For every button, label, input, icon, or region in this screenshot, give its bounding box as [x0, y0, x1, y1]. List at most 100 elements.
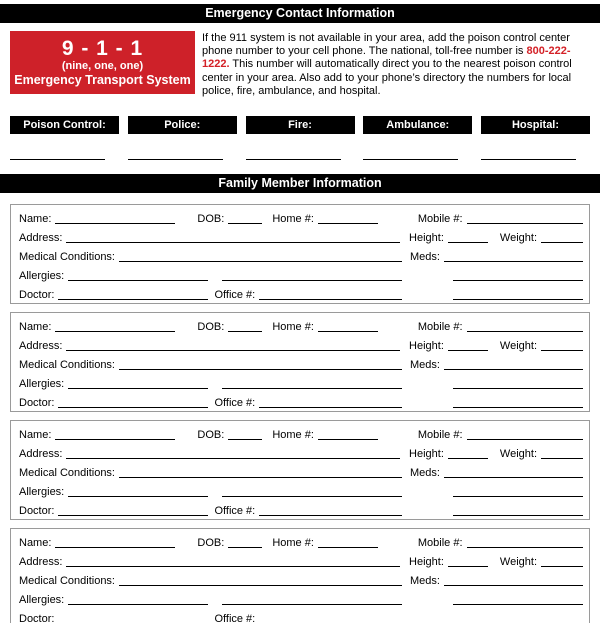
meds-field-line[interactable] [443, 477, 583, 479]
dob-field-line[interactable] [228, 547, 263, 549]
meds-extra-line-1[interactable] [453, 280, 583, 282]
allergies-field-line[interactable] [68, 496, 209, 498]
height-field-line[interactable] [447, 566, 488, 568]
fire-col [245, 159, 355, 161]
address-field-line[interactable] [66, 566, 401, 568]
meds-zone: Meds: [410, 466, 583, 480]
name-row: Name: DOB: Home #: Mobile #: [19, 531, 583, 550]
home-phone-label: Home #: [272, 429, 314, 442]
meds-extra-line-1[interactable] [453, 604, 583, 606]
medical-conditions-field-line[interactable] [119, 585, 402, 587]
allergies-extra-line[interactable] [222, 388, 402, 390]
doctor-label: Doctor: [19, 613, 55, 623]
meds-field-line[interactable] [443, 261, 583, 263]
doctor-left: Doctor: Office #: [19, 612, 410, 623]
doctor-field-line[interactable] [58, 407, 209, 409]
allergies-extra-line[interactable] [222, 280, 402, 282]
instructions-text-before: If the 911 system is not available in yo… [202, 32, 570, 58]
mobile-phone-field-line[interactable] [466, 547, 583, 549]
home-phone-label: Home #: [272, 537, 314, 550]
allergies-label: Allergies: [19, 378, 65, 391]
fire-field-line[interactable] [245, 159, 341, 161]
office-phone-field-line[interactable] [259, 407, 402, 409]
doctor-field-line[interactable] [58, 515, 209, 517]
dob-field-line[interactable] [228, 223, 263, 225]
intro-section: 9 - 1 - 1 (nine, one, one) Emergency Tra… [10, 31, 590, 98]
allergies-field-line[interactable] [68, 604, 209, 606]
home-phone-field-line[interactable] [317, 547, 378, 549]
dob-field-line[interactable] [228, 331, 263, 333]
ambulance-field-line[interactable] [363, 159, 459, 161]
emergency-contact-title-bar: Emergency Contact Information [0, 4, 600, 23]
allergies-label: Allergies: [19, 270, 65, 283]
meds-extra-zone-2 [410, 299, 583, 302]
name-field-line[interactable] [55, 439, 176, 441]
medical-conditions-label: Medical Conditions: [19, 467, 115, 480]
address-label: Address: [19, 556, 63, 569]
medical-conditions-field-line[interactable] [119, 261, 402, 263]
doctor-label: Doctor: [19, 397, 55, 410]
height-field-line[interactable] [447, 242, 488, 244]
meds-label: Meds: [410, 467, 440, 480]
poison-control-phone-number: 800-222-1222. [202, 45, 571, 71]
police-field-line[interactable] [127, 159, 223, 161]
name-field-line[interactable] [55, 547, 176, 549]
allergies-field-line[interactable] [68, 280, 209, 282]
mobile-phone-field-line[interactable] [466, 439, 583, 441]
medical-conditions-row: Medical Conditions: Meds: [19, 461, 583, 480]
weight-field-line[interactable] [541, 242, 583, 244]
meds-extra-line-1[interactable] [453, 496, 583, 498]
meds-field-line[interactable] [443, 369, 583, 371]
weight-field-line[interactable] [541, 350, 583, 352]
home-phone-field-line[interactable] [317, 223, 378, 225]
weight-label: Weight: [499, 340, 537, 353]
weight-field-line[interactable] [541, 458, 583, 460]
ambulance-col [363, 159, 472, 161]
home-phone-field-line[interactable] [317, 331, 378, 333]
allergies-extra-line[interactable] [222, 604, 402, 606]
allergies-field-line[interactable] [68, 388, 209, 390]
fire-label: Fire: [245, 116, 355, 135]
poison-control-field-line[interactable] [10, 159, 105, 161]
height-field-line[interactable] [447, 350, 488, 352]
address-field-line[interactable] [66, 350, 401, 352]
height-field-line[interactable] [447, 458, 488, 460]
doctor-label: Doctor: [19, 289, 55, 302]
meds-extra-line-2[interactable] [453, 299, 583, 301]
weight-field-line[interactable] [541, 566, 583, 568]
mobile-phone-label: Mobile #: [417, 429, 463, 442]
allergies-label: Allergies: [19, 594, 65, 607]
name-field-line[interactable] [55, 331, 176, 333]
address-field-line[interactable] [66, 242, 401, 244]
weight-label: Weight: [499, 448, 537, 461]
mobile-phone-field-line[interactable] [466, 223, 583, 225]
weight-label: Weight: [499, 556, 537, 569]
dob-label: DOB: [197, 213, 225, 226]
address-field-line[interactable] [66, 458, 401, 460]
medical-conditions-field-line[interactable] [119, 369, 402, 371]
medical-conditions-row: Medical Conditions: Meds: [19, 245, 583, 264]
instructions-text-after: This number will automatically direct yo… [202, 58, 572, 97]
doctor-left: Doctor: Office #: [19, 288, 410, 302]
meds-extra-line-2[interactable] [453, 515, 583, 517]
doctor-row: Doctor: Office #: [19, 499, 583, 518]
meds-extra-line-2[interactable] [453, 407, 583, 409]
office-phone-field-line[interactable] [259, 515, 402, 517]
meds-extra-zone-1 [410, 496, 583, 499]
office-phone-field-line[interactable] [259, 299, 402, 301]
dob-field-line[interactable] [228, 439, 263, 441]
meds-zone: Meds: [410, 250, 583, 264]
allergies-extra-line[interactable] [222, 496, 402, 498]
hospital-field-line[interactable] [481, 159, 576, 161]
meds-field-line[interactable] [443, 585, 583, 587]
doctor-field-line[interactable] [58, 299, 209, 301]
meds-extra-line-1[interactable] [453, 388, 583, 390]
address-label: Address: [19, 340, 63, 353]
doctor-label: Doctor: [19, 505, 55, 518]
medical-conditions-field-line[interactable] [119, 477, 402, 479]
home-phone-field-line[interactable] [317, 439, 378, 441]
name-field-line[interactable] [55, 223, 176, 225]
medical-conditions-label: Medical Conditions: [19, 251, 115, 264]
allergies-row: Allergies: [19, 588, 583, 607]
mobile-phone-field-line[interactable] [466, 331, 583, 333]
